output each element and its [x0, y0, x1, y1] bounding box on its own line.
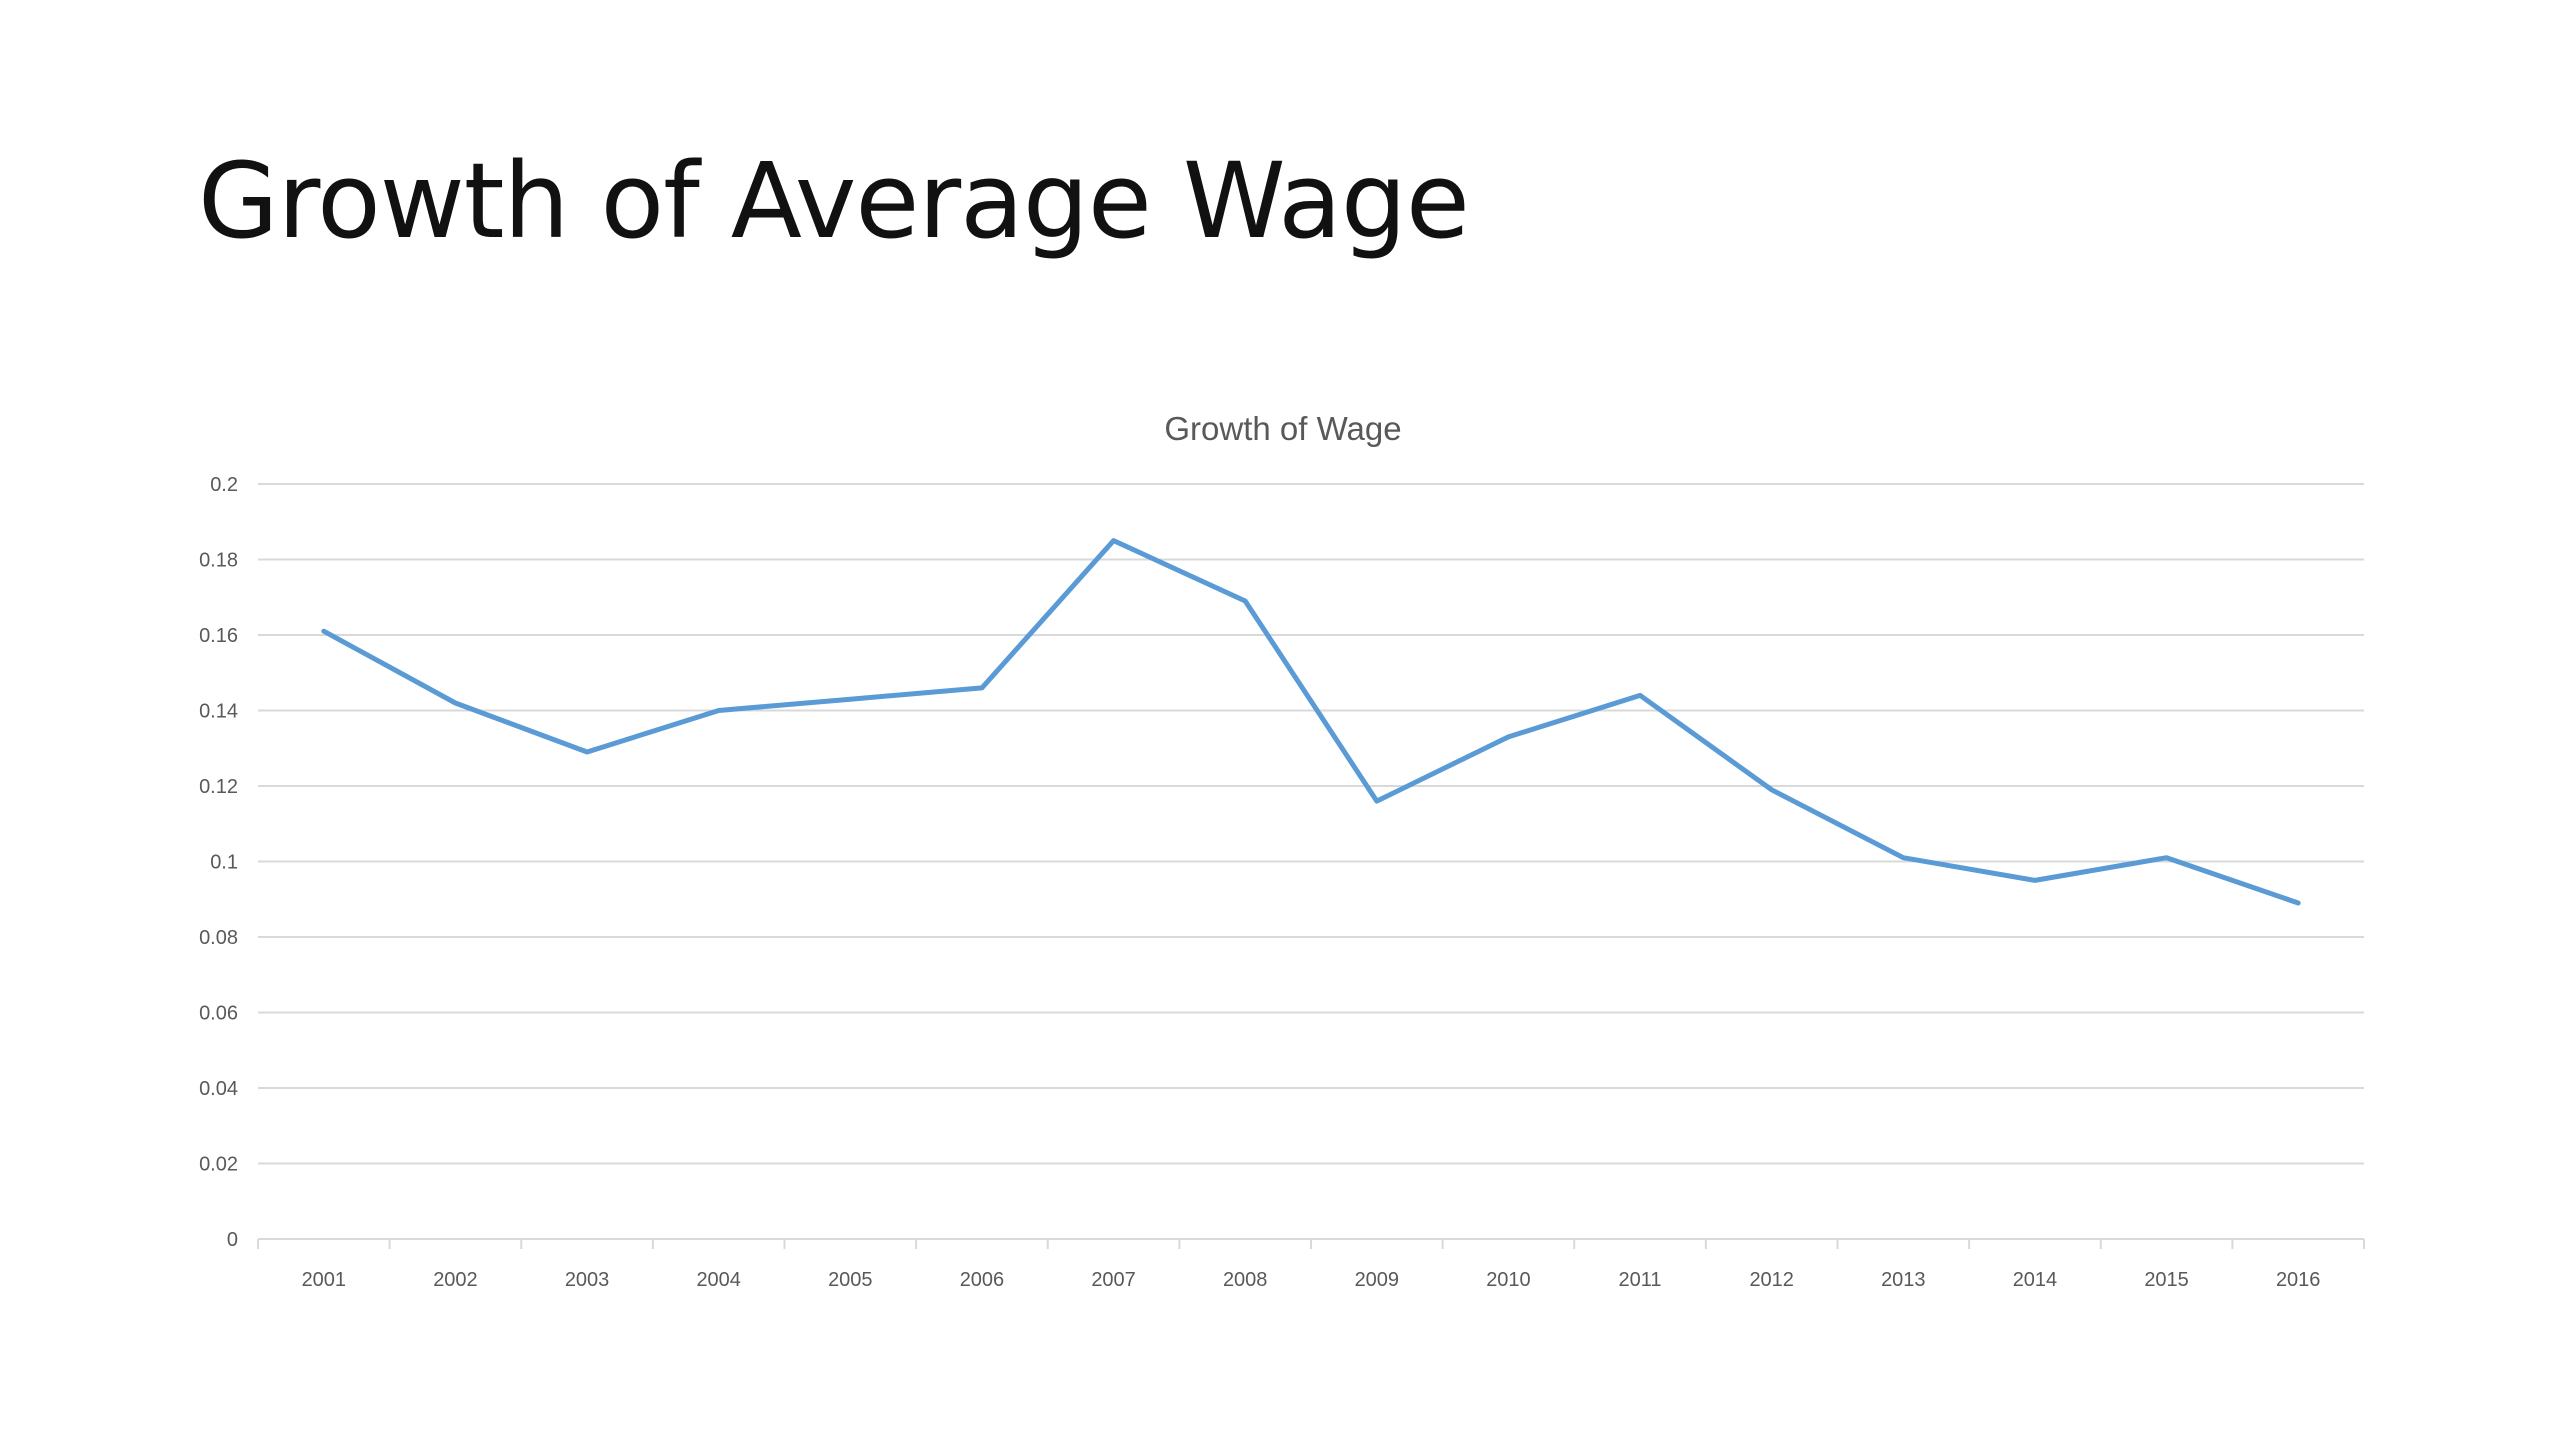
y-tick-label: 0: [227, 1229, 238, 1251]
y-tick-label: 0.08: [199, 927, 238, 949]
y-tick-label: 0.04: [199, 1078, 238, 1100]
x-tick-label: 2002: [433, 1269, 478, 1291]
x-tick-label: 2011: [1619, 1269, 1662, 1291]
y-tick-label: 0.14: [199, 701, 238, 723]
y-tick-label: 0.12: [199, 776, 238, 798]
x-tick-label: 2001: [302, 1269, 347, 1291]
slide-title: Growth of Average Wage: [198, 140, 1470, 262]
chart-title: Growth of Wage: [1164, 410, 1401, 447]
x-tick-label: 2008: [1223, 1269, 1268, 1291]
x-tick-label: 2010: [1486, 1269, 1531, 1291]
gridlines: [258, 483, 2364, 1165]
x-tick-label: 2016: [2276, 1269, 2321, 1291]
y-tick-label: 0.02: [199, 1154, 238, 1176]
x-tick-label: 2009: [1355, 1269, 1400, 1291]
x-tick-label: 2007: [1091, 1269, 1136, 1291]
series-line: [321, 538, 2301, 906]
y-axis-tick-labels: 0 0.02 0.04 0.06 0.08 0.1 0.12 0.14 0.16 0.18 0.2: [199, 474, 238, 1251]
y-tick-label: 0.2: [210, 474, 238, 496]
x-axis: [257, 1238, 2365, 1249]
y-tick-label: 0.16: [199, 625, 238, 647]
x-tick-label: 2005: [828, 1269, 873, 1291]
y-tick-label: 0.06: [199, 1003, 238, 1025]
x-tick-label: 2006: [960, 1269, 1005, 1291]
x-tick-label: 2003: [565, 1269, 610, 1291]
series-layer: [321, 538, 2301, 906]
x-tick-label: 2012: [1749, 1269, 1794, 1291]
x-tick-label: 2013: [1881, 1269, 1926, 1291]
y-tick-label: 0.18: [199, 550, 238, 572]
x-tick-label: 2015: [2144, 1269, 2189, 1291]
x-tick-label: 2004: [696, 1269, 741, 1291]
x-axis-tick-labels: 2001 2002 2003 2004 2005 2006 2007 2008 2009 2010…: [302, 1269, 2321, 1291]
y-tick-label: 0.1: [210, 852, 238, 874]
x-tick-label: 2014: [2013, 1269, 2058, 1291]
